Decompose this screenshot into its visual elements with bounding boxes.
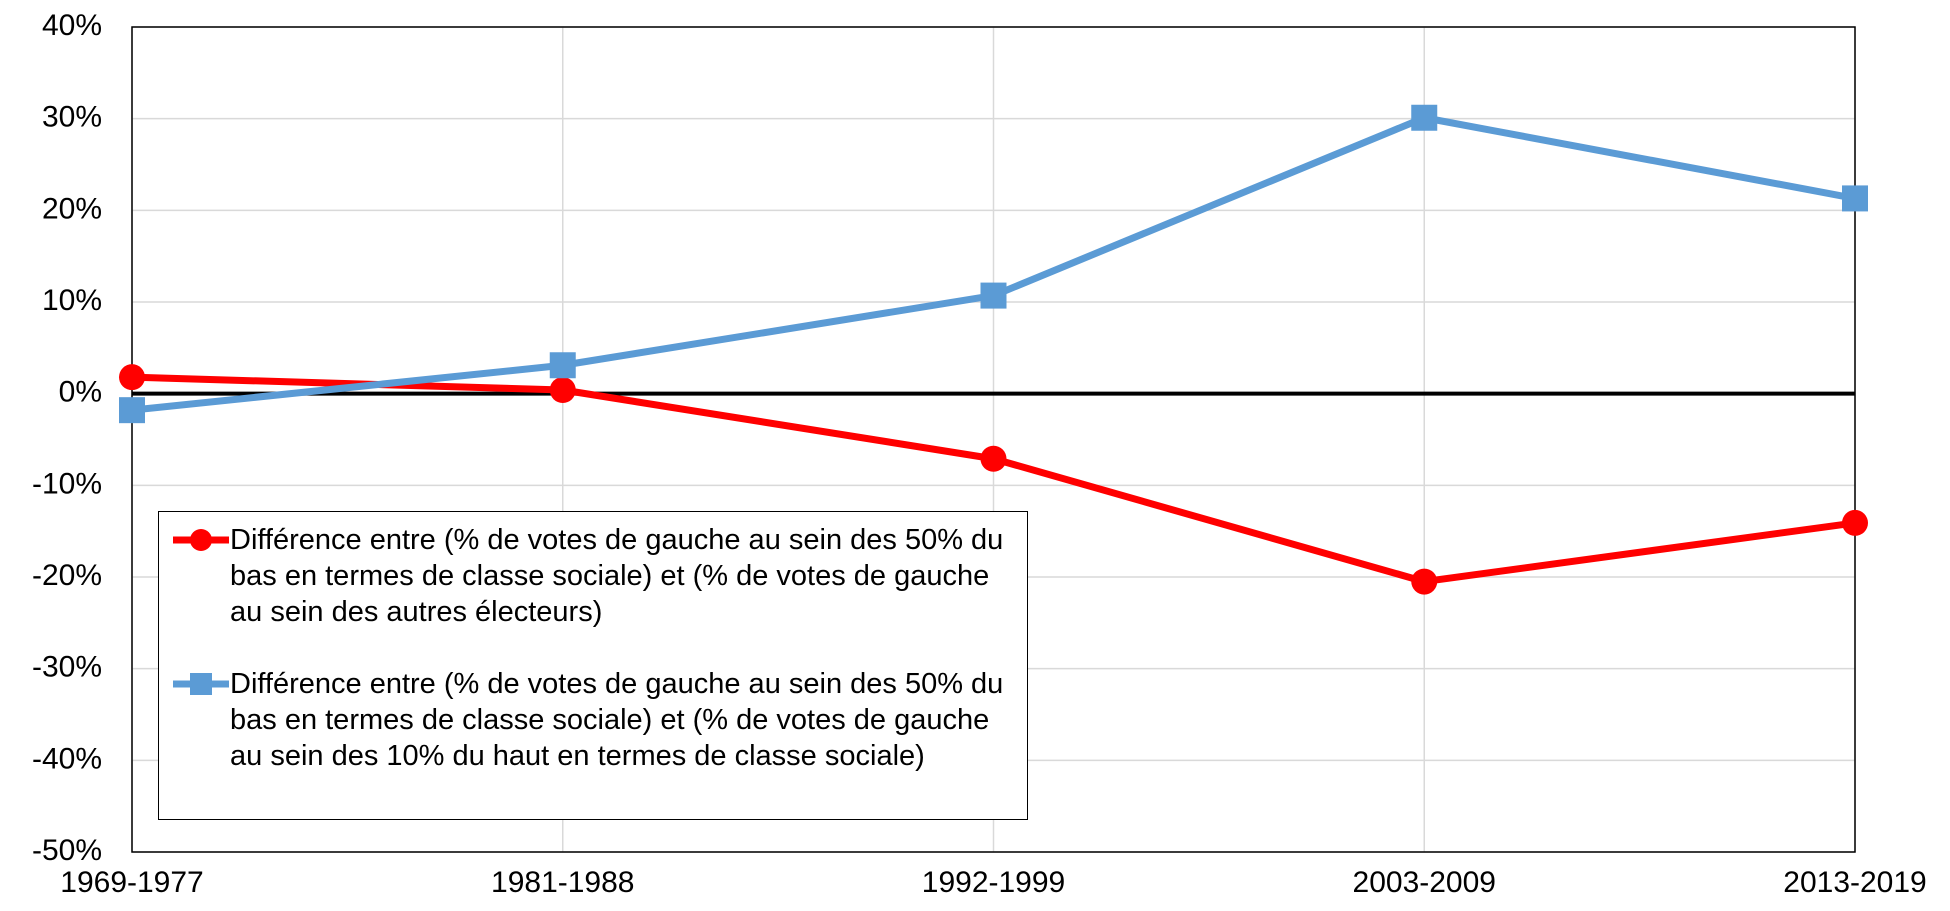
legend-swatch — [173, 673, 229, 695]
y-tick-label: 30% — [42, 101, 102, 134]
point — [980, 282, 1007, 309]
x-tick-label: 1981-1988 — [491, 866, 634, 899]
x-tick-label: 1992-1999 — [922, 866, 1065, 899]
y-tick-label: 0% — [59, 376, 102, 409]
y-tick-label: -30% — [32, 651, 102, 684]
legend-label: Différence entre (% de votes de gauche a… — [230, 524, 1004, 628]
y-tick-label: -40% — [32, 742, 102, 775]
point — [1842, 509, 1868, 536]
x-tick-label: 1969-1977 — [60, 866, 203, 899]
legend-entry: Différence entre (% de votes de gauche a… — [159, 666, 1027, 774]
y-tick-label: 10% — [42, 284, 102, 317]
point — [549, 352, 576, 379]
legend: Différence entre (% de votes de gauche a… — [158, 511, 1028, 820]
point — [190, 673, 212, 695]
x-tick-label: 2013-2019 — [1783, 866, 1926, 899]
point — [980, 445, 1007, 472]
y-tick-label: 40% — [42, 9, 102, 42]
x-tick-label: 2003-2009 — [1353, 866, 1496, 899]
y-tick-label: -10% — [32, 467, 102, 500]
legend-label: Différence entre (% de votes de gauche a… — [230, 668, 1004, 772]
legend-entry: Différence entre (% de votes de gauche a… — [159, 522, 1027, 630]
legend-swatch — [173, 529, 229, 551]
y-tick-label: -50% — [32, 834, 102, 867]
point — [1411, 104, 1438, 131]
point — [119, 397, 145, 424]
y-tick-label: -20% — [32, 559, 102, 592]
point — [549, 377, 576, 403]
point — [119, 364, 145, 391]
point — [1842, 185, 1868, 212]
plot-frame — [131, 26, 1856, 853]
point — [1411, 568, 1438, 595]
point — [190, 529, 212, 551]
y-tick-label: 20% — [42, 192, 102, 225]
